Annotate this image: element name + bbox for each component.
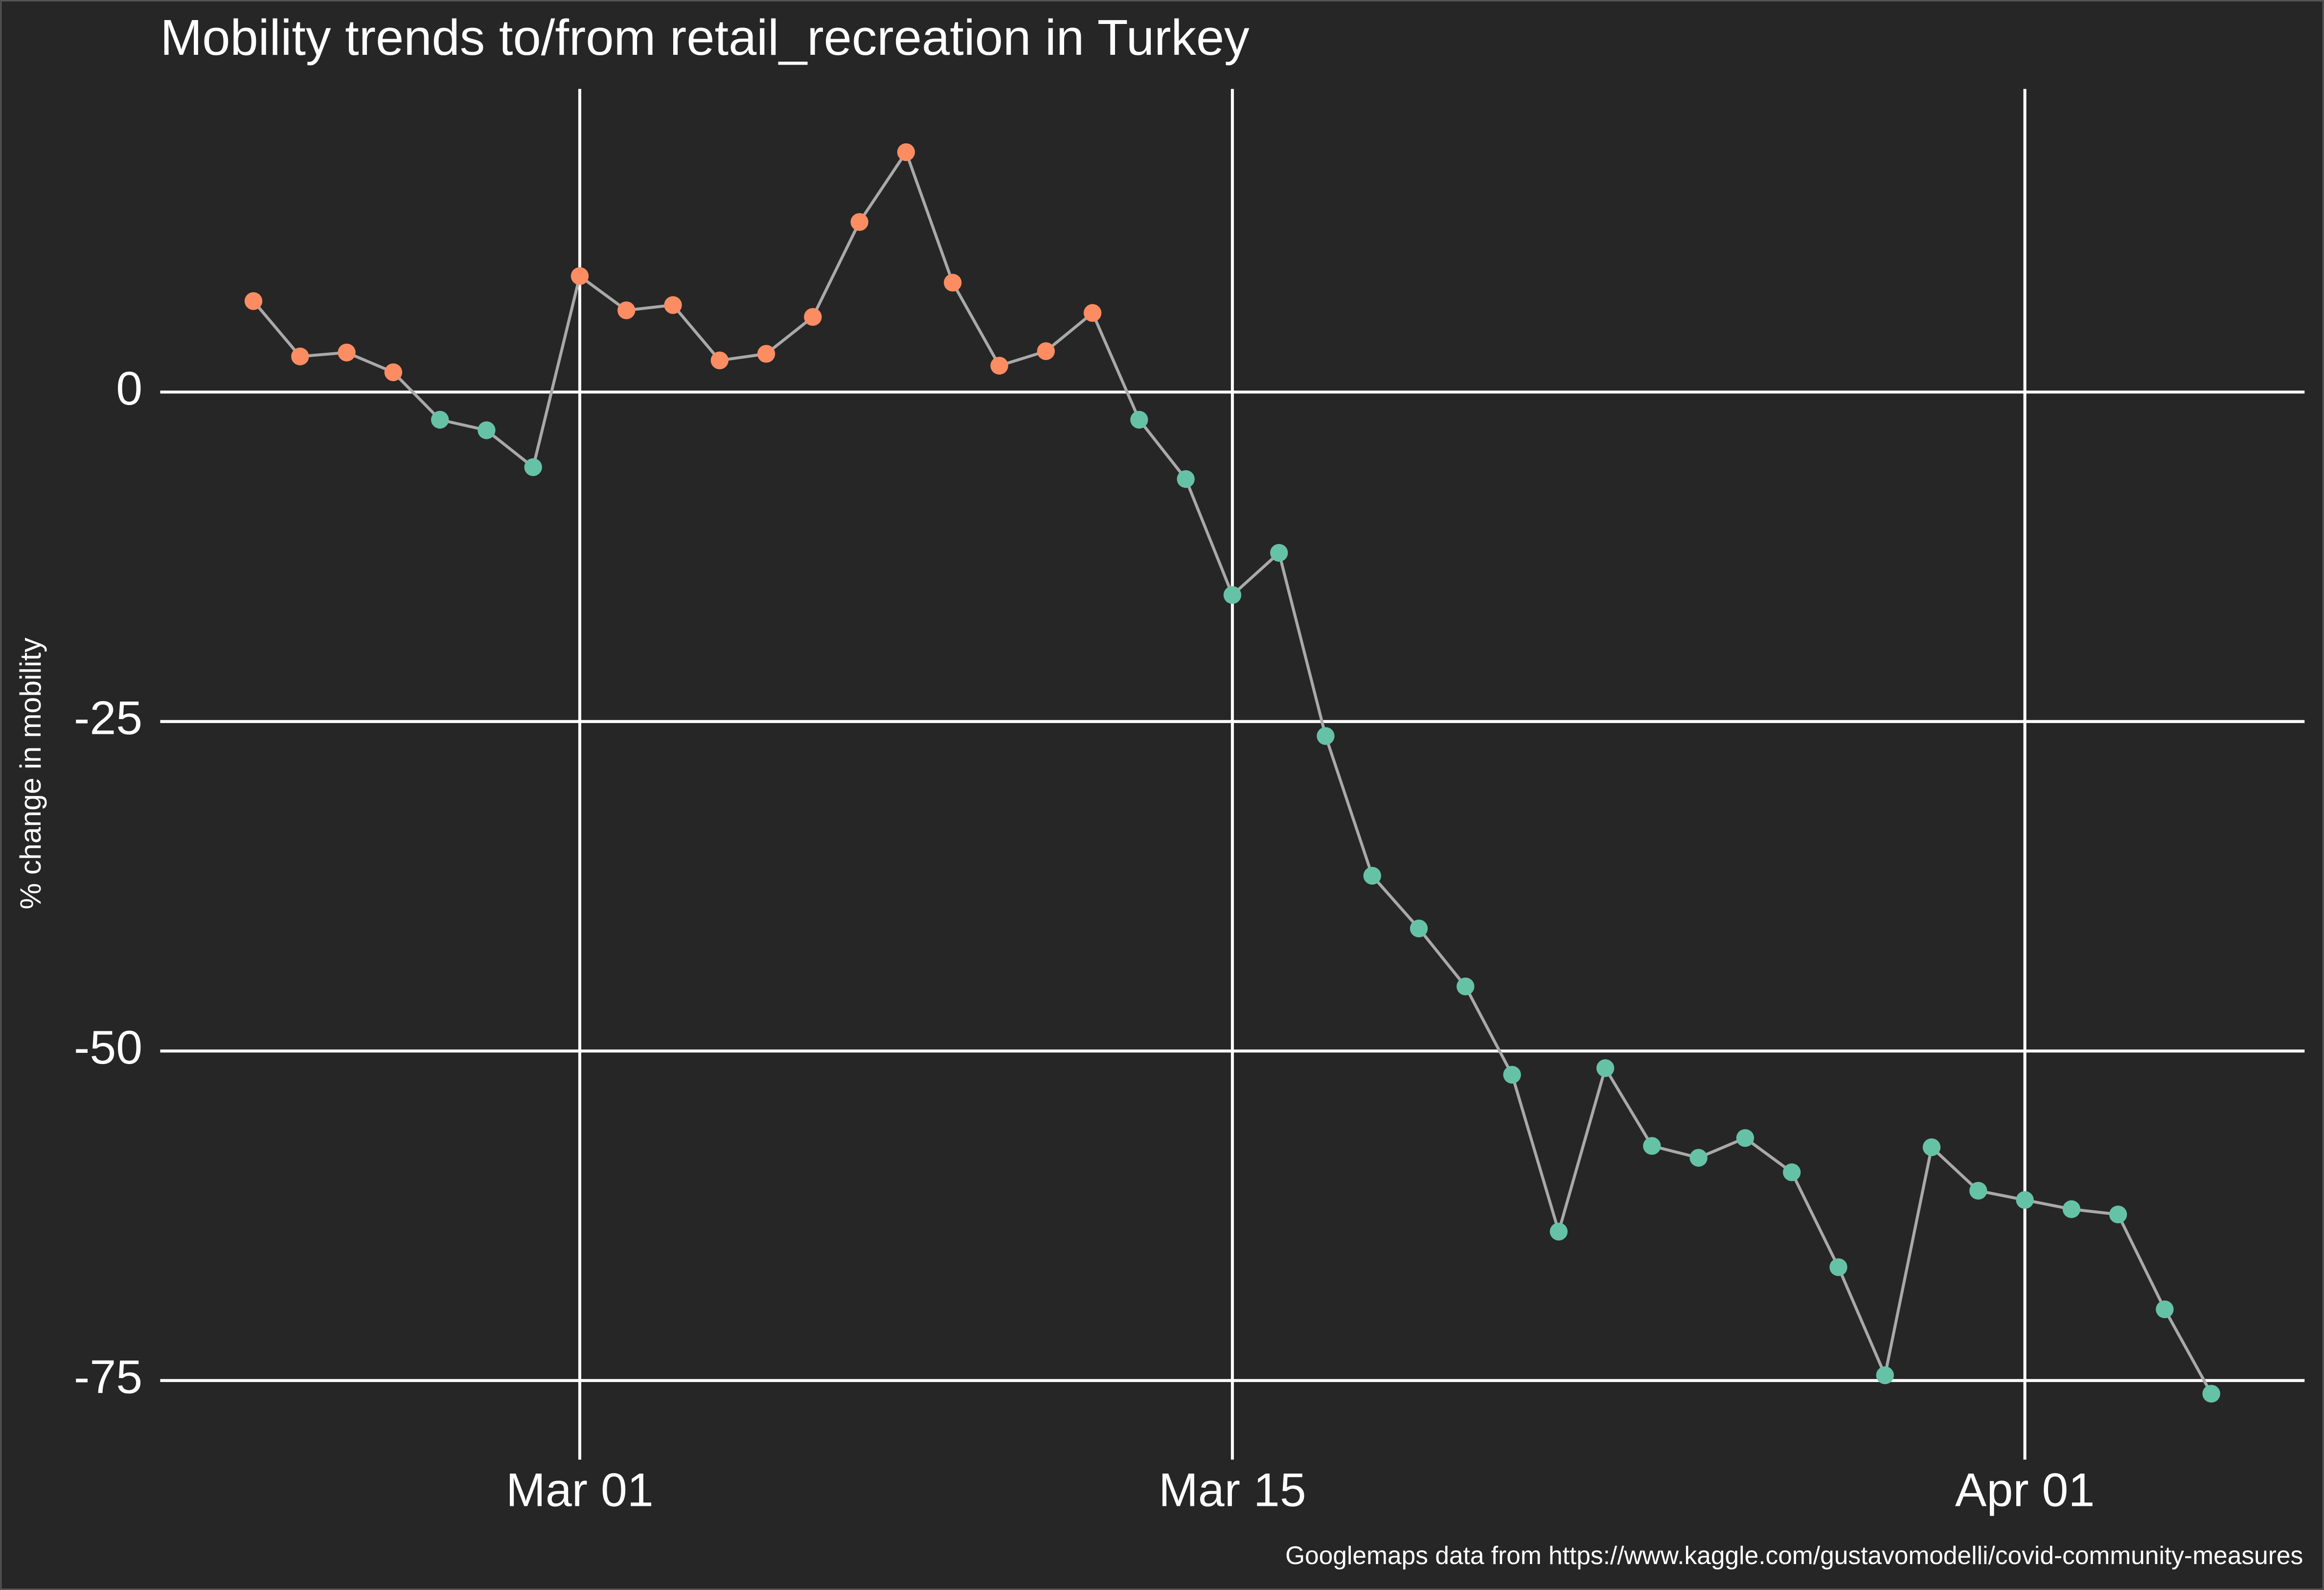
data-point <box>384 363 403 382</box>
data-point <box>1549 1223 1568 1241</box>
data-point <box>1596 1059 1615 1077</box>
data-point <box>2156 1300 2174 1318</box>
data-point <box>850 213 868 231</box>
data-point <box>1317 727 1335 745</box>
data-point <box>1410 919 1428 937</box>
data-point <box>897 143 915 161</box>
data-point <box>1829 1258 1847 1276</box>
data-point <box>431 410 449 429</box>
data-point <box>1736 1129 1754 1147</box>
y-tick-label: -50 <box>74 1021 142 1074</box>
data-point <box>757 345 775 363</box>
data-point <box>990 357 1008 375</box>
data-point <box>1503 1066 1521 1084</box>
y-tick-label: -25 <box>74 691 142 744</box>
data-point <box>2062 1200 2081 1218</box>
data-point <box>570 267 589 285</box>
data-point <box>1876 1366 1894 1385</box>
data-point <box>338 343 356 362</box>
x-tick-label: Mar 15 <box>1159 1463 1306 1517</box>
data-point <box>1083 304 1102 322</box>
data-point <box>1922 1138 1941 1157</box>
data-point <box>1177 470 1195 488</box>
y-axis-label: % change in mobility <box>14 637 47 909</box>
data-point <box>1037 342 1055 361</box>
data-point <box>1969 1181 1987 1200</box>
data-point <box>291 347 309 365</box>
data-point <box>804 308 822 326</box>
data-point <box>2109 1205 2127 1224</box>
data-point <box>1363 866 1381 885</box>
chart-title: Mobility trends to/from retail_recreatio… <box>160 9 1250 66</box>
y-tick-label: 0 <box>116 362 142 415</box>
data-point <box>524 458 542 477</box>
data-point <box>617 301 636 319</box>
data-point <box>244 292 263 310</box>
y-tick-label: -75 <box>74 1350 142 1403</box>
data-point <box>1689 1149 1708 1167</box>
data-point <box>1130 410 1148 429</box>
data-point <box>1270 544 1288 562</box>
data-point <box>1643 1137 1661 1155</box>
data-point <box>1457 977 1475 996</box>
data-point <box>1223 586 1242 604</box>
data-point <box>664 296 682 314</box>
data-point <box>710 351 729 369</box>
data-point <box>1783 1163 1801 1181</box>
x-tick-label: Mar 01 <box>506 1463 654 1517</box>
x-tick-label: Apr 01 <box>1955 1463 2095 1517</box>
caption: Googlemaps data from https://www.kaggle.… <box>1285 1541 2303 1569</box>
data-point <box>2202 1385 2220 1403</box>
data-point <box>944 273 962 292</box>
data-point <box>478 421 496 439</box>
data-point <box>2016 1191 2034 1209</box>
